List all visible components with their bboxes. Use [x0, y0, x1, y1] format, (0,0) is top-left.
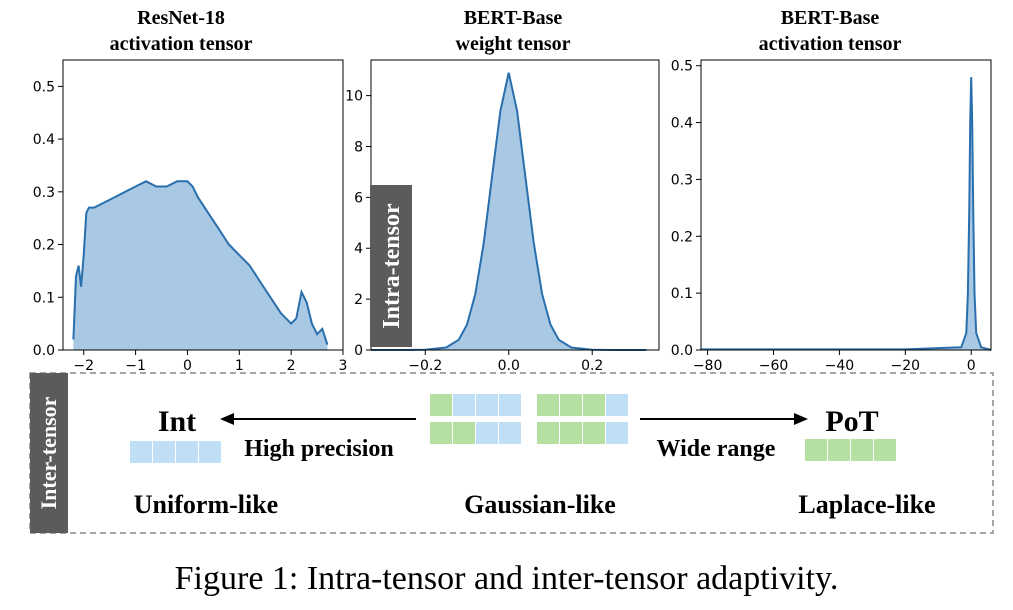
int-block [199, 441, 221, 463]
mixed-block [430, 394, 452, 416]
mixed-block [476, 422, 498, 444]
y-tick-label: 0 [354, 343, 363, 359]
wide-range-label: Wide range [657, 436, 776, 462]
density-area [701, 77, 991, 350]
panel1-title-line1: ResNet-18 [137, 7, 225, 29]
arrow-to-pot-head [794, 413, 808, 425]
mixed-blocks [430, 394, 628, 444]
kde-line [72, 180, 329, 346]
x-tick-label: −0.2 [408, 358, 442, 374]
x-tick-label: 2 [287, 358, 296, 374]
panel3-bert-activation: −80 −60 −40 −20 0 0.0 0.1 0.2 0.3 0.4 0.5 [671, 59, 992, 374]
intra-tensor-label: Intra-tensor [379, 203, 405, 329]
panel3-title-line2: activation tensor [759, 33, 902, 55]
mixed-block [560, 394, 582, 416]
panel2-title-line2: weight tensor [456, 33, 571, 55]
intra-tensor-label-bg [370, 185, 412, 347]
density-area [371, 72, 647, 350]
y-tick-label: 2 [354, 292, 363, 308]
kde-line [701, 77, 992, 351]
pot-block [874, 439, 896, 461]
y-tick-label: 4 [354, 241, 363, 257]
x-tick-label: −20 [891, 358, 921, 374]
density-area [73, 181, 328, 350]
pot-blocks [805, 439, 896, 461]
mixed-block [499, 422, 521, 444]
figure-caption: Figure 1: Intra-tensor and inter-tensor … [174, 560, 839, 597]
panel3-title-line1: BERT-Base [781, 7, 880, 29]
x-tick-label: 0 [183, 358, 192, 374]
mixed-block [606, 422, 628, 444]
kde-line [371, 72, 647, 351]
y-tick-label: 10 [345, 89, 363, 105]
mixed-block [560, 422, 582, 444]
x-tick-label: −60 [759, 358, 789, 374]
int-label: Int [158, 405, 196, 438]
pot-block [828, 439, 850, 461]
mixed-block [499, 394, 521, 416]
x-tick-label: −40 [825, 358, 855, 374]
mixed-block [453, 422, 475, 444]
inter-tensor-label-bg [30, 373, 68, 533]
pot-block [851, 439, 873, 461]
panel1-title-line2: activation tensor [110, 33, 253, 55]
x-tick-label: 0 [967, 358, 976, 374]
mixed-block [537, 394, 559, 416]
y-tick-label: 6 [354, 190, 363, 206]
int-block [153, 441, 175, 463]
y-tick-label: 0.4 [671, 116, 693, 132]
panel2-title-line1: BERT-Base [464, 7, 563, 29]
y-tick-label: 0.2 [671, 229, 693, 245]
x-tick-label: −1 [125, 358, 146, 374]
mixed-block [537, 422, 559, 444]
y-tick-label: 0.3 [671, 172, 693, 188]
uniform-like-label: Uniform-like [134, 490, 278, 519]
y-tick-label: 0.3 [33, 185, 55, 201]
axes-frame [700, 59, 992, 351]
mixed-block [583, 422, 605, 444]
x-tick-label: 0.2 [581, 358, 603, 374]
y-tick-label: 0.2 [33, 238, 55, 254]
pot-label: PoT [825, 405, 878, 438]
y-tick-label: 0.0 [671, 343, 693, 359]
y-tick-label: 0.5 [33, 79, 55, 95]
x-tick-label: 0.0 [498, 358, 520, 374]
mixed-block [606, 394, 628, 416]
x-tick-label: 3 [339, 358, 348, 374]
y-tick-label: 0.0 [33, 343, 55, 359]
y-tick-label: 0.1 [671, 286, 693, 302]
mixed-block [583, 394, 605, 416]
x-tick-label: 1 [235, 358, 244, 374]
int-block [176, 441, 198, 463]
gaussian-like-label: Gaussian-like [464, 490, 616, 519]
high-precision-label: High precision [244, 436, 394, 462]
y-tick-label: 0.4 [33, 132, 55, 148]
y-tick-label: 0.1 [33, 290, 55, 306]
figure: ResNet-18 activation tensor BERT-Base we… [29, 7, 994, 534]
int-block [130, 441, 152, 463]
y-tick-label: 0.5 [671, 59, 693, 75]
laplace-like-label: Laplace-like [798, 490, 935, 519]
pot-block [805, 439, 827, 461]
panel1-resnet18-activation: −2 −1 0 1 2 3 0.0 0.1 0.2 0.3 0.4 0.5 [33, 59, 348, 374]
panel2-bert-weight: −0.2 0.0 0.2 0 2 4 6 8 10 [345, 59, 660, 374]
x-tick-label: −2 [73, 358, 94, 374]
arrow-to-int-head [220, 413, 234, 425]
axes-frame [62, 59, 344, 351]
inter-tensor-label: Inter-tensor [36, 396, 61, 509]
int-blocks [130, 441, 221, 463]
x-tick-label: −80 [693, 358, 723, 374]
mixed-block [430, 422, 452, 444]
mixed-block [453, 394, 475, 416]
y-tick-label: 8 [354, 139, 363, 155]
mixed-block [476, 394, 498, 416]
